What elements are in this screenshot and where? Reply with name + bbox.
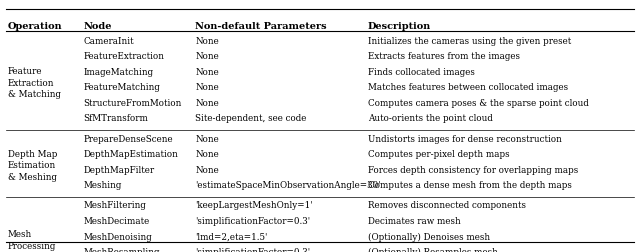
Text: 'simplificationFactor=0.3': 'simplificationFactor=0.3'	[195, 247, 310, 252]
Text: Finds collocated images: Finds collocated images	[368, 68, 475, 77]
Text: None: None	[195, 68, 219, 77]
Text: Removes disconnected components: Removes disconnected components	[368, 201, 526, 210]
Text: Computes a dense mesh from the depth maps: Computes a dense mesh from the depth map…	[368, 180, 572, 190]
Text: 'keepLargestMeshOnly=1': 'keepLargestMeshOnly=1'	[195, 201, 313, 210]
Text: None: None	[195, 150, 219, 159]
Text: CameraInit: CameraInit	[83, 37, 134, 46]
Text: None: None	[195, 165, 219, 174]
Text: StructureFromMotion: StructureFromMotion	[83, 99, 182, 108]
Text: MeshFiltering: MeshFiltering	[83, 201, 146, 210]
Text: Decimates raw mesh: Decimates raw mesh	[368, 216, 461, 225]
Text: Site-dependent, see code: Site-dependent, see code	[195, 114, 307, 123]
Text: (Optionally) Denoises mesh: (Optionally) Denoises mesh	[368, 232, 490, 241]
Text: ImageMatching: ImageMatching	[83, 68, 154, 77]
Text: Matches features between collocated images: Matches features between collocated imag…	[368, 83, 568, 92]
Text: Computes camera poses & the sparse point cloud: Computes camera poses & the sparse point…	[368, 99, 589, 108]
Text: Non-default Parameters: Non-default Parameters	[195, 21, 327, 30]
Text: Auto-orients the point cloud: Auto-orients the point cloud	[368, 114, 493, 123]
Text: None: None	[195, 52, 219, 61]
Text: Extracts features from the images: Extracts features from the images	[368, 52, 520, 61]
Text: SfMTransform: SfMTransform	[83, 114, 148, 123]
Text: Operation: Operation	[8, 21, 62, 30]
Text: Node: Node	[83, 21, 112, 30]
Text: MeshDenoising: MeshDenoising	[83, 232, 152, 241]
Text: MeshResampling: MeshResampling	[83, 247, 160, 252]
Text: 'estimateSpaceMinObservationAngle=30': 'estimateSpaceMinObservationAngle=30'	[195, 180, 381, 190]
Text: FeatureExtraction: FeatureExtraction	[83, 52, 164, 61]
Text: None: None	[195, 83, 219, 92]
Text: Forces depth consistency for overlapping maps: Forces depth consistency for overlapping…	[368, 165, 579, 174]
Text: 'simplificationFactor=0.3': 'simplificationFactor=0.3'	[195, 216, 310, 225]
Text: PrepareDenseScene: PrepareDenseScene	[83, 134, 173, 143]
Text: None: None	[195, 37, 219, 46]
Text: None: None	[195, 134, 219, 143]
Text: DepthMapFilter: DepthMapFilter	[83, 165, 154, 174]
Text: DepthMapEstimation: DepthMapEstimation	[83, 150, 178, 159]
Text: (Optionally) Resamples mesh: (Optionally) Resamples mesh	[368, 247, 498, 252]
Text: Depth Map
Estimation
& Meshing: Depth Map Estimation & Meshing	[8, 149, 57, 181]
Text: None: None	[195, 99, 219, 108]
Text: FeatureMatching: FeatureMatching	[83, 83, 160, 92]
Text: Computes per-pixel depth maps: Computes per-pixel depth maps	[368, 150, 509, 159]
Text: Meshing: Meshing	[83, 180, 122, 190]
Text: Undistorts images for dense reconstruction: Undistorts images for dense reconstructi…	[368, 134, 562, 143]
Text: Initializes the cameras using the given preset: Initializes the cameras using the given …	[368, 37, 572, 46]
Text: MeshDecimate: MeshDecimate	[83, 216, 150, 225]
Text: Description: Description	[368, 21, 431, 30]
Text: 'lmd=2,eta=1.5': 'lmd=2,eta=1.5'	[195, 232, 268, 241]
Text: Feature
Extraction
& Matching: Feature Extraction & Matching	[8, 67, 61, 99]
Text: Mesh
Processing: Mesh Processing	[8, 229, 56, 249]
